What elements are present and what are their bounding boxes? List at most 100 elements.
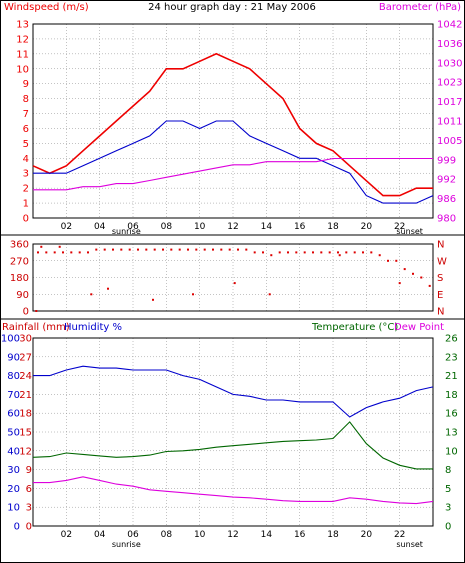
windspeed-tick-label: 6 <box>23 124 29 135</box>
wind-hour-tick: 12 <box>227 222 238 232</box>
direction-point <box>338 254 341 257</box>
direction-point <box>220 248 223 251</box>
direction-point <box>107 287 109 290</box>
wind-plot-border <box>32 23 434 219</box>
windspeed-tick-label: 4 <box>23 154 29 165</box>
weather-hour-tick: 22 <box>394 530 405 540</box>
weather-hour-tick: 16 <box>294 530 306 540</box>
windspeed-line <box>32 52 433 197</box>
windspeed-tick-label: 8 <box>23 94 29 105</box>
weather-hour-tick: 18 <box>327 530 339 540</box>
rainfall-tick-label: 24 <box>19 371 32 382</box>
direction-point <box>370 251 373 254</box>
wind-hour-tick: 08 <box>161 222 173 232</box>
direction-compass-tick-label: S <box>437 273 443 284</box>
direction-point <box>178 248 181 251</box>
direction-point <box>128 248 131 251</box>
direction-point <box>403 268 406 271</box>
direction-point <box>112 248 114 251</box>
direction-point <box>237 248 239 251</box>
weather-hour-tick: 06 <box>127 530 139 540</box>
direction-compass-tick-label: E <box>437 290 443 301</box>
wind-hour-tick: 02 <box>61 222 72 232</box>
direction-point <box>287 251 289 254</box>
direction-degrees-tick-label: 360 <box>10 240 29 251</box>
direction-point <box>320 251 323 254</box>
direction-compass-tick-label: N <box>437 240 444 251</box>
rainfall-tick-label: 6 <box>26 484 32 495</box>
direction-point <box>398 282 401 285</box>
direction-point <box>228 248 231 251</box>
rainfall-tick-label: 0 <box>26 522 32 533</box>
windspeed-tick-label: 5 <box>23 139 29 150</box>
direction-point <box>170 248 173 251</box>
direction-point <box>270 254 273 257</box>
wind-hour-tick: 18 <box>327 222 339 232</box>
weather-panel: 02 04 06 08 10 12 14 16 18 20 22100908070605040302… <box>1 334 458 550</box>
direction-point <box>87 251 89 254</box>
direction-point <box>253 251 256 254</box>
weather-hour-tick: 04 <box>94 530 106 540</box>
weather-hour-tick: 10 <box>194 530 206 540</box>
weather-hour-tick: 02 <box>61 530 72 540</box>
direction-point <box>137 248 139 251</box>
direction-point <box>428 284 431 287</box>
wind-hour-tick: 20 <box>361 222 373 232</box>
wind-hour-tick: 16 <box>294 222 306 232</box>
graph-title: 24 hour graph day : 21 May 2006 <box>148 2 316 13</box>
sunset-marker: sunset <box>396 227 423 236</box>
direction-compass-tick-label: W <box>437 256 447 267</box>
temperature-tick-label: 13 <box>445 428 458 439</box>
wind-hour-tick: 04 <box>94 222 106 232</box>
direction-point <box>303 251 306 254</box>
humidity-tick-label: 60 <box>7 409 20 420</box>
barometer-tick-label: 1042 <box>437 20 462 31</box>
temperature-tick-label: 10 <box>445 446 458 457</box>
humidity-tick-label: 70 <box>7 390 20 401</box>
direction-point <box>70 251 73 254</box>
humidity-tick-label: 50 <box>7 428 20 439</box>
barometer-tick-label: 1011 <box>437 117 462 128</box>
direction-point <box>45 251 48 254</box>
windspeed-tick-label: 9 <box>23 79 29 90</box>
direction-point <box>412 272 414 275</box>
direction-point <box>212 248 214 251</box>
weather-hour-tick: 08 <box>161 530 173 540</box>
temperature-tick-label: 26 <box>445 334 458 345</box>
windspeed-average-line <box>33 120 434 204</box>
humidity-tick-label: 0 <box>14 522 20 533</box>
direction-point <box>262 251 264 254</box>
wind-hour-tick: 14 <box>261 222 273 232</box>
direction-point <box>90 293 93 296</box>
direction-point <box>53 251 56 254</box>
rainfall-label: Rainfall (mm) <box>2 322 70 333</box>
humidity-tick-label: 90 <box>7 352 20 363</box>
direction-point <box>312 251 314 254</box>
wind-hour-tick: 10 <box>194 222 206 232</box>
barometer-tick-label: 1017 <box>437 97 462 108</box>
direction-point <box>195 248 198 251</box>
weather-plot-border <box>32 337 434 527</box>
direction-point <box>62 251 64 254</box>
rainfall-tick-label: 21 <box>19 390 32 401</box>
barometer-tick-label: 1036 <box>437 39 462 50</box>
direction-point <box>353 251 356 254</box>
rainfall-tick-label: 18 <box>19 409 32 420</box>
humidity-tick-label: 20 <box>7 484 20 495</box>
windspeed-tick-label: 10 <box>16 64 29 75</box>
windspeed-tick-label: 7 <box>23 109 29 120</box>
barometer-tick-label: 1030 <box>437 58 462 69</box>
rainfall-tick-label: 9 <box>26 465 32 476</box>
barometer-label: Barometer (hPa) <box>379 2 461 13</box>
direction-point <box>78 251 81 254</box>
wind-panel: 02 04 06 08 10 12 14 16 18 20 22131211109876543210… <box>16 20 462 237</box>
direction-compass-tick-label: N <box>437 307 444 318</box>
barometer-tick-label: 1023 <box>437 78 462 89</box>
direction-point <box>152 298 154 301</box>
windspeed-tick-label: 1 <box>23 199 29 210</box>
direction-point <box>378 254 381 257</box>
direction-point <box>35 310 38 312</box>
direction-point <box>387 259 389 262</box>
